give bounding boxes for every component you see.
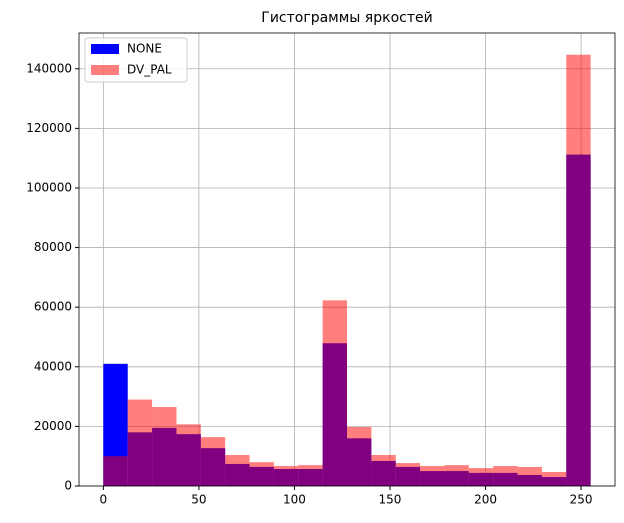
bar — [566, 54, 591, 486]
chart-title: Гистограммы яркостей — [261, 10, 432, 26]
y-tick-label: 40000 — [34, 359, 72, 373]
plot-frame — [78, 32, 616, 487]
x-tick-label: 250 — [570, 493, 593, 507]
y-tick-label: 100000 — [26, 180, 72, 194]
bar — [468, 468, 494, 486]
y-tick-label: 20000 — [34, 419, 72, 433]
legend-swatch — [91, 44, 119, 54]
bar — [420, 466, 445, 486]
x-tick-label: 100 — [283, 493, 306, 507]
bar — [347, 426, 372, 486]
legend-swatch — [91, 65, 119, 75]
x-tick-label: 150 — [379, 493, 402, 507]
bar — [493, 466, 518, 486]
legend-label: DV_PAL — [127, 63, 172, 77]
x-tick-label: 200 — [474, 493, 497, 507]
y-tick-label: 0 — [64, 479, 72, 493]
bar — [249, 462, 274, 486]
x-tick-label: 0 — [100, 493, 108, 507]
bar — [517, 466, 542, 486]
bar — [298, 465, 323, 486]
y-tick-label: 80000 — [34, 240, 72, 254]
bar — [273, 466, 299, 486]
y-tick-label: 60000 — [34, 300, 72, 314]
bar — [152, 407, 177, 486]
bar — [225, 455, 250, 486]
bar — [103, 456, 128, 486]
legend-label: NONE — [127, 42, 162, 56]
bar — [541, 471, 567, 486]
bar — [127, 399, 153, 486]
bar — [444, 465, 469, 486]
bar — [371, 455, 396, 486]
x-tick-label: 50 — [191, 493, 206, 507]
bar — [322, 300, 347, 486]
bar — [395, 463, 421, 486]
y-tick-label: 140000 — [26, 61, 72, 75]
legend: NONE DV_PAL — [84, 37, 188, 83]
bar — [200, 437, 226, 486]
y-tick-label: 120000 — [26, 121, 72, 135]
bar — [176, 424, 201, 486]
